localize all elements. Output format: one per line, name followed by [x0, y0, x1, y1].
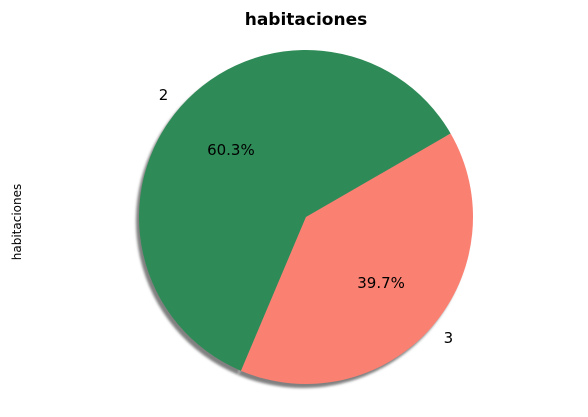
pie-labels: 2 60.3% 3 39.7% — [159, 86, 453, 347]
slice-2-label: 2 — [159, 86, 169, 104]
chart-title: habitaciones — [245, 10, 368, 30]
pie-slices — [139, 50, 473, 385]
slice-2-percent-label: 60.3% — [207, 141, 255, 159]
slice-2 — [139, 50, 451, 371]
slice-3-percent-label: 39.7% — [357, 274, 405, 292]
y-axis-label: habitaciones — [10, 184, 24, 260]
slice-3-label: 3 — [444, 329, 454, 347]
slice-3 — [240, 133, 473, 385]
